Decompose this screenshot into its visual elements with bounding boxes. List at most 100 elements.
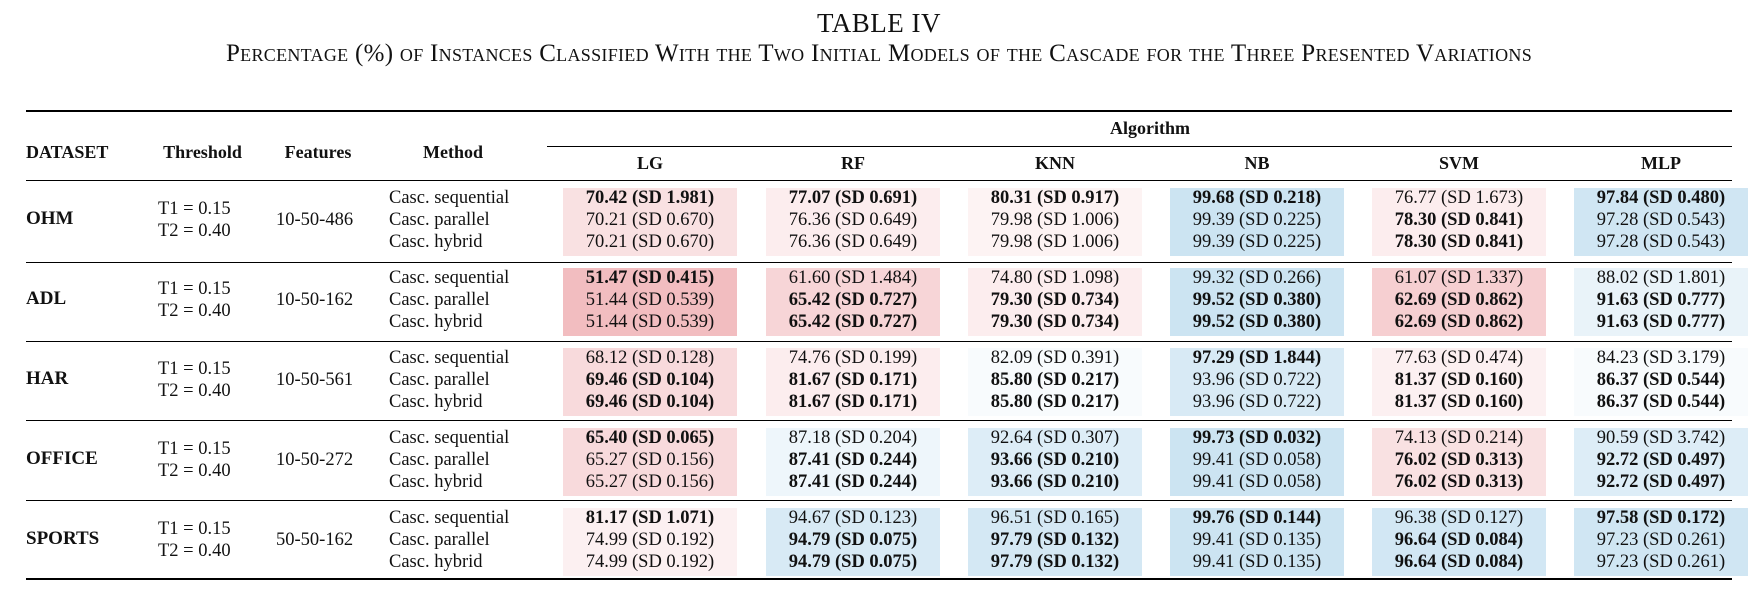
value-cell: 93.66 (SD 0.210) (990, 472, 1120, 492)
value-cell: 77.07 (SD 0.691) (788, 188, 918, 208)
method-label: Casc. parallel (389, 210, 490, 230)
value-cell: 99.52 (SD 0.380) (1192, 290, 1322, 310)
dataset-label: SPORTS (26, 528, 100, 549)
method-label: Casc. sequential (389, 428, 510, 448)
value-cell: 92.72 (SD 0.497) (1596, 450, 1726, 470)
features-value: 10-50-486 (276, 210, 354, 230)
cell-shade (766, 508, 940, 576)
row-separator-4 (26, 500, 1732, 501)
cell-shade (1574, 348, 1748, 416)
value-cell: 94.79 (SD 0.075) (788, 530, 918, 550)
value-cell: 68.12 (SD 0.128) (585, 348, 715, 368)
value-cell: 51.47 (SD 0.415) (585, 268, 715, 288)
method-label: Casc. hybrid (389, 392, 483, 412)
table-subtitle: Percentage (%) of Instances Classified W… (225, 40, 1533, 67)
cell-shade (766, 188, 940, 256)
value-cell: 76.36 (SD 0.649) (788, 210, 918, 230)
value-cell: 85.80 (SD 0.217) (990, 370, 1120, 390)
header-algo-mlp: MLP (1641, 153, 1681, 173)
value-cell: 97.58 (SD 0.172) (1596, 508, 1726, 528)
method-label: Casc. hybrid (389, 232, 483, 252)
value-cell: 61.07 (SD 1.337) (1394, 268, 1524, 288)
value-cell: 74.99 (SD 0.192) (585, 552, 715, 572)
value-cell: 86.37 (SD 0.544) (1596, 392, 1726, 412)
value-cell: 81.67 (SD 0.171) (788, 370, 918, 390)
value-cell: 99.68 (SD 0.218) (1192, 188, 1322, 208)
value-cell: 97.84 (SD 0.480) (1596, 188, 1726, 208)
header-algo-svm: SVM (1439, 153, 1479, 173)
threshold-t2: T2 = 0.40 (158, 381, 231, 401)
value-cell: 96.64 (SD 0.084) (1394, 530, 1524, 550)
threshold-t1: T1 = 0.15 (158, 199, 231, 219)
value-cell: 87.41 (SD 0.244) (788, 450, 918, 470)
value-cell: 99.41 (SD 0.135) (1192, 530, 1322, 550)
method-label: Casc. parallel (389, 290, 490, 310)
value-cell: 62.69 (SD 0.862) (1394, 290, 1524, 310)
value-cell: 88.02 (SD 1.801) (1596, 268, 1726, 288)
value-cell: 97.29 (SD 1.844) (1192, 348, 1322, 368)
value-cell: 90.59 (SD 3.742) (1596, 428, 1726, 448)
features-value: 10-50-162 (276, 290, 354, 310)
value-cell: 65.42 (SD 0.727) (788, 290, 918, 310)
value-cell: 70.42 (SD 1.981) (585, 188, 715, 208)
cell-shade (563, 508, 737, 576)
header-rule (26, 180, 1732, 181)
dataset-label: OHM (26, 208, 74, 229)
cell-shade (1574, 268, 1748, 336)
value-cell: 78.30 (SD 0.841) (1394, 210, 1524, 230)
header-method: Method (423, 142, 483, 162)
value-cell: 70.21 (SD 0.670) (585, 210, 715, 230)
value-cell: 79.30 (SD 0.734) (990, 312, 1120, 332)
cell-shade (766, 348, 940, 416)
bottom-rule (26, 578, 1732, 580)
value-cell: 81.67 (SD 0.171) (788, 392, 918, 412)
cell-shade (1372, 508, 1546, 576)
value-cell: 51.44 (SD 0.539) (585, 312, 715, 332)
value-cell: 69.46 (SD 0.104) (585, 392, 715, 412)
value-cell: 74.76 (SD 0.199) (788, 348, 918, 368)
method-label: Casc. hybrid (389, 312, 483, 332)
algorithm-rule (547, 146, 1732, 147)
cell-shade (766, 268, 940, 336)
value-cell: 99.32 (SD 0.266) (1192, 268, 1322, 288)
value-cell: 99.73 (SD 0.032) (1192, 428, 1322, 448)
value-cell: 81.17 (SD 1.071) (585, 508, 715, 528)
row-separator-3 (26, 420, 1732, 421)
features-value: 10-50-561 (276, 370, 354, 390)
features-value: 10-50-272 (276, 450, 354, 470)
cell-shade (1170, 268, 1344, 336)
value-cell: 91.63 (SD 0.777) (1596, 312, 1726, 332)
value-cell: 77.63 (SD 0.474) (1394, 348, 1524, 368)
method-label: Casc. sequential (389, 508, 510, 528)
value-cell: 92.64 (SD 0.307) (990, 428, 1120, 448)
method-label: Casc. sequential (389, 268, 510, 288)
value-cell: 93.96 (SD 0.722) (1192, 370, 1322, 390)
cell-shade (766, 428, 940, 496)
cell-shade (1372, 268, 1546, 336)
value-cell: 87.41 (SD 0.244) (788, 472, 918, 492)
dataset-label: ADL (26, 288, 67, 309)
header-features: Features (284, 142, 352, 162)
value-cell: 76.77 (SD 1.673) (1394, 188, 1524, 208)
cell-shade (563, 348, 737, 416)
value-cell: 78.30 (SD 0.841) (1394, 232, 1524, 252)
value-cell: 76.02 (SD 0.313) (1394, 472, 1524, 492)
value-cell: 94.79 (SD 0.075) (788, 552, 918, 572)
value-cell: 69.46 (SD 0.104) (585, 370, 715, 390)
threshold-t2: T2 = 0.40 (158, 541, 231, 561)
value-cell: 99.39 (SD 0.225) (1192, 210, 1322, 230)
value-cell: 65.27 (SD 0.156) (585, 472, 715, 492)
cell-shade (1170, 428, 1344, 496)
value-cell: 93.66 (SD 0.210) (990, 450, 1120, 470)
method-label: Casc. parallel (389, 370, 490, 390)
value-cell: 99.76 (SD 0.144) (1192, 508, 1322, 528)
threshold-t2: T2 = 0.40 (158, 461, 231, 481)
value-cell: 96.51 (SD 0.165) (990, 508, 1120, 528)
threshold-t2: T2 = 0.40 (158, 221, 231, 241)
threshold-t1: T1 = 0.15 (158, 439, 231, 459)
header-algo-nb: NB (1244, 153, 1270, 173)
value-cell: 79.98 (SD 1.006) (990, 210, 1120, 230)
value-cell: 61.60 (SD 1.484) (788, 268, 918, 288)
value-cell: 92.72 (SD 0.497) (1596, 472, 1726, 492)
header-algo-knn: KNN (1035, 153, 1075, 173)
